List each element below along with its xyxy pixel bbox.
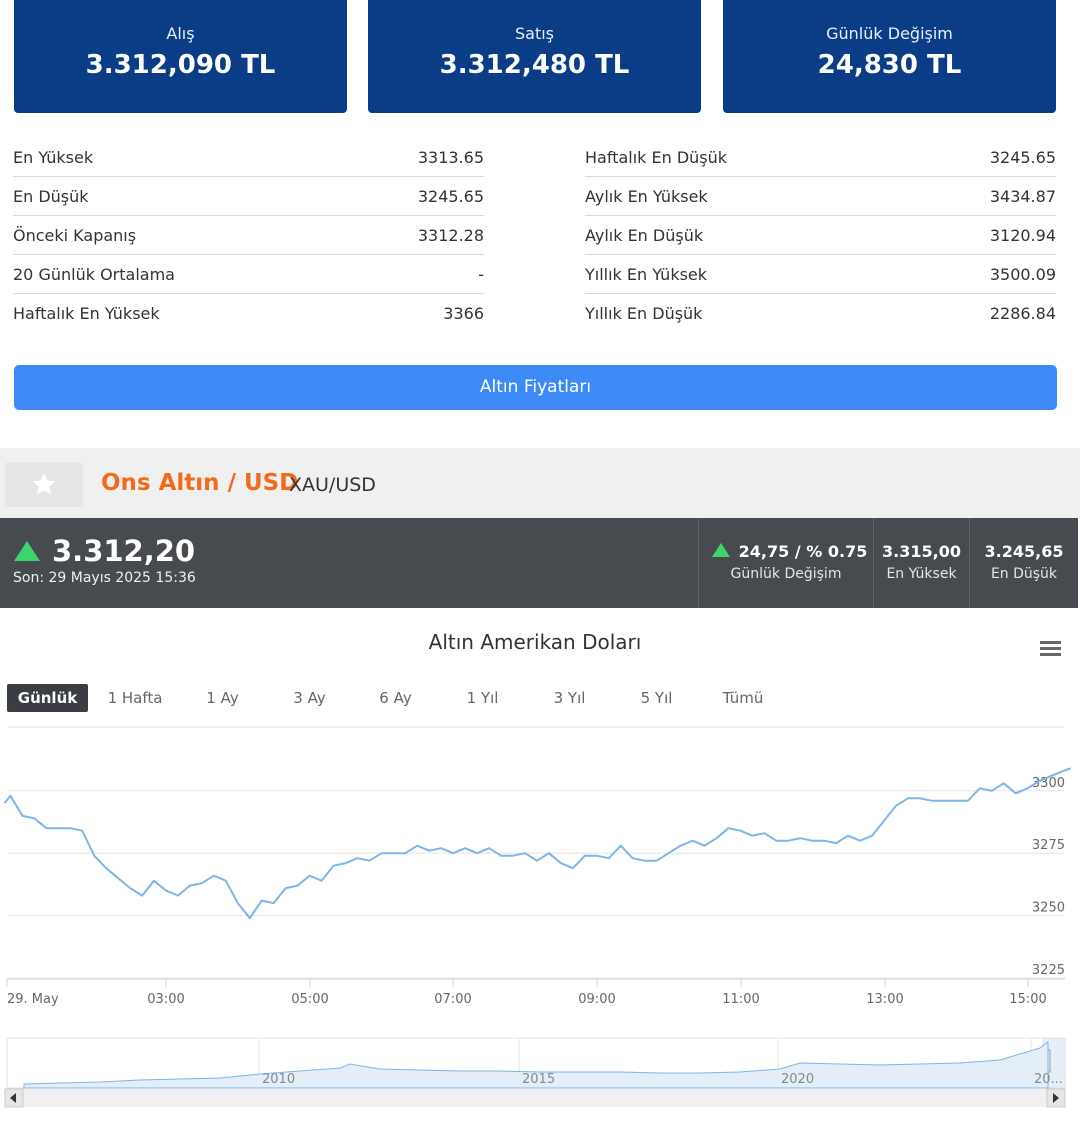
stat-label: Yıllık En Düşük <box>585 304 703 323</box>
stat-label: Aylık En Yüksek <box>585 187 708 206</box>
stat-row: Yıllık En Yüksek 3500.09 <box>585 255 1056 294</box>
last-update: Son: 29 Mayıs 2025 15:36 <box>13 570 196 586</box>
sell-value: 3.312,480 TL <box>439 50 630 80</box>
stat-row: En Yüksek 3313.65 <box>13 138 484 177</box>
daily-change-label: Günlük Değişim <box>730 566 842 582</box>
stat-label: Yıllık En Yüksek <box>585 265 708 284</box>
stat-label: En Düşük <box>13 187 89 206</box>
x-tick-label: 09:00 <box>578 992 615 1007</box>
stat-value: 3434.87 <box>989 187 1056 206</box>
arrow-left-icon <box>10 1093 16 1103</box>
y-tick-label: 3275 <box>1032 838 1065 853</box>
stat-row: En Düşük 3245.65 <box>13 177 484 216</box>
y-tick-label: 3250 <box>1032 901 1065 916</box>
low-value: 3.245,65 <box>984 542 1064 561</box>
sell-label: Satış <box>514 24 554 43</box>
range-button-1-year[interactable]: 1 Yıl <box>466 689 499 707</box>
range-button-3-year[interactable]: 3 Yıl <box>553 689 586 707</box>
favorite-button[interactable] <box>5 462 83 507</box>
y-tick-label: 3225 <box>1032 963 1065 978</box>
stat-value: 2286.84 <box>989 304 1056 323</box>
star-icon <box>32 473 56 495</box>
current-price: 3.312,20 <box>52 534 196 568</box>
stat-label: Haftalık En Düşük <box>585 148 728 167</box>
stats-left-column: En Yüksek 3313.65 En Düşük 3245.65 Önceki … <box>13 138 484 333</box>
stat-label: Haftalık En Yüksek <box>13 304 160 323</box>
range-button-6-month[interactable]: 6 Ay <box>379 689 412 707</box>
low-label: En Düşük <box>990 566 1058 582</box>
price-series-line <box>3 767 1072 920</box>
stat-value: 3500.09 <box>989 265 1056 284</box>
low-cell: 3.245,65 En Düşük <box>969 518 1078 608</box>
navigator-tick-label: 20... <box>1034 1072 1063 1087</box>
stat-row: Yıllık En Düşük 2286.84 <box>585 294 1056 333</box>
up-arrow-icon <box>14 541 40 561</box>
x-tick-label: 07:00 <box>434 992 471 1007</box>
daily-change-cell: 24,75 / % 0.75 Günlük Değişim <box>698 518 873 608</box>
x-tick-label: 05:00 <box>291 992 328 1007</box>
high-cell: 3.315,00 En Yüksek <box>873 518 969 608</box>
horizontal-scrollbar[interactable] <box>5 1089 1065 1107</box>
stat-label: En Yüksek <box>13 148 94 167</box>
x-tick-label: 13:00 <box>866 992 903 1007</box>
x-tick-label: 11:00 <box>722 992 759 1007</box>
up-arrow-icon <box>712 543 730 557</box>
navigator-tick-label: 2020 <box>781 1072 814 1087</box>
stat-value: 3245.65 <box>989 148 1056 167</box>
high-value: 3.315,00 <box>882 542 961 561</box>
stat-label: Aylık En Düşük <box>585 226 704 245</box>
navigator-tick-label: 2010 <box>262 1072 295 1087</box>
quote-bar: 3.312,20 Son: 29 Mayıs 2025 15:36 24,75 … <box>0 518 1078 608</box>
navigator-area <box>23 1041 1049 1089</box>
stat-value: 3313.65 <box>417 148 484 167</box>
stat-value: - <box>478 265 484 284</box>
hamburger-menu-icon[interactable] <box>1040 640 1062 658</box>
range-button-1-month[interactable]: 1 Ay <box>206 689 239 707</box>
stat-row: Haftalık En Düşük 3245.65 <box>585 138 1056 177</box>
range-button-daily[interactable]: Günlük <box>7 684 88 712</box>
price-cards: Alış 3.312,090 TL Satış 3.312,480 TL Gün… <box>0 0 1080 113</box>
daily-change-value: 24,830 TL <box>817 50 962 80</box>
stat-row: Önceki Kapanış 3312.28 <box>13 216 484 255</box>
stat-value: 3245.65 <box>417 187 484 206</box>
stat-value: 3366 <box>443 304 484 323</box>
pair-title: Ons Altın / USD <box>101 470 299 496</box>
daily-change-label: Günlük Değişim <box>826 24 953 43</box>
stats-right-column: Haftalık En Düşük 3245.65 Aylık En Yüksek… <box>585 138 1056 333</box>
x-tick-label: 03:00 <box>147 992 184 1007</box>
stat-row: 20 Günlük Ortalama - <box>13 255 484 294</box>
arrow-right-icon <box>1053 1093 1059 1103</box>
x-tick-label: 29. May <box>7 992 59 1007</box>
chart-navigator[interactable]: 2010 2015 2020 20... <box>0 1036 1080 1111</box>
range-button-1-week[interactable]: 1 Hafta <box>107 689 163 707</box>
pair-header <box>0 448 1080 518</box>
stat-label: Önceki Kapanış <box>13 226 137 245</box>
high-label: En Yüksek <box>886 566 957 582</box>
range-button-5-year[interactable]: 5 Yıl <box>640 689 673 707</box>
stat-value: 3120.94 <box>989 226 1056 245</box>
stat-row: Aylık En Düşük 3120.94 <box>585 216 1056 255</box>
buy-card: Alış 3.312,090 TL <box>14 0 347 113</box>
daily-change-value: 24,75 / % 0.75 <box>738 542 868 561</box>
sell-card: Satış 3.312,480 TL <box>368 0 701 113</box>
range-button-all[interactable]: Tümü <box>722 689 764 707</box>
chart-title: Altın Amerikan Doları <box>428 630 642 654</box>
navigator-tick-label: 2015 <box>522 1072 555 1087</box>
pair-code: XAU/USD <box>289 474 376 496</box>
range-button-3-month[interactable]: 3 Ay <box>293 689 326 707</box>
stat-value: 3312.28 <box>417 226 484 245</box>
stat-row: Haftalık En Yüksek 3366 <box>13 294 484 333</box>
stat-row: Aylık En Yüksek 3434.87 <box>585 177 1056 216</box>
daily-change-card: Günlük Değişim 24,830 TL <box>723 0 1056 113</box>
x-tick-label: 15:00 <box>1009 992 1046 1007</box>
buy-label: Alış <box>166 24 195 43</box>
gold-prices-button[interactable]: Altın Fiyatları <box>14 365 1057 410</box>
stat-label: 20 Günlük Ortalama <box>13 265 175 284</box>
buy-value: 3.312,090 TL <box>85 50 276 80</box>
